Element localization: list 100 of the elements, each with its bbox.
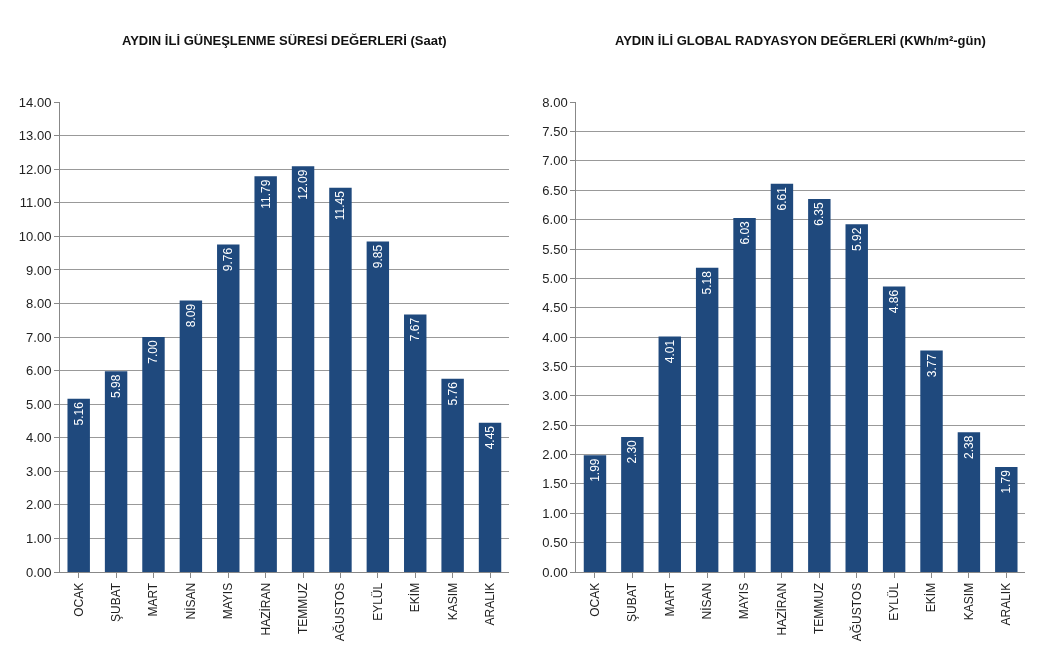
data-label: 1.99: [587, 458, 602, 482]
bar: [441, 378, 464, 572]
y-tick-label: 0.00: [542, 564, 568, 580]
y-tick-label: 6.00: [542, 212, 568, 228]
x-tick-label: EKİM: [408, 582, 423, 613]
bar: [254, 176, 277, 572]
x-tick-label: ARALIK: [482, 582, 497, 626]
data-label: 6.03: [737, 220, 752, 245]
chart-title: AYDIN İLİ GÜNEŞLENME SÜRESİ DEĞERLERİ (Saat): [122, 33, 447, 48]
data-label: 1.79: [999, 469, 1014, 494]
bar: [808, 199, 831, 572]
bar: [695, 267, 719, 572]
x-tick-label: EYLÜL: [887, 582, 902, 621]
bar: [404, 314, 427, 572]
data-label: 5.92: [849, 227, 864, 252]
y-tick-label: 8.00: [26, 296, 52, 312]
bar: [770, 183, 794, 572]
y-tick-label: 6.00: [26, 363, 52, 379]
data-label: 2.38: [961, 435, 976, 459]
data-label: 2.30: [625, 439, 640, 464]
y-tick-label: 11.00: [19, 195, 52, 211]
x-tick-label: HAZİRAN: [774, 582, 789, 636]
x-tick-label: ŞUBAT: [108, 582, 123, 622]
y-tick-label: 5.00: [26, 396, 52, 412]
x-tick-label: MAYIS: [221, 582, 236, 620]
y-tick-label: 5.50: [542, 241, 568, 257]
x-tick-label: ŞUBAT: [625, 582, 640, 622]
bar: [179, 300, 203, 572]
bar: [329, 187, 352, 572]
y-tick-label: 7.50: [542, 124, 568, 140]
x-tick-label: NİSAN: [183, 582, 198, 620]
bar: [142, 337, 165, 572]
bar: [67, 398, 90, 572]
x-tick-label: KASIM: [961, 582, 976, 621]
y-tick-label: 8.00: [542, 94, 568, 110]
data-label: 4.86: [887, 289, 902, 314]
x-tick-label: OCAK: [587, 582, 602, 617]
x-tick-label: NİSAN: [700, 582, 715, 620]
bar: [291, 166, 315, 572]
y-tick-label: 12.00: [18, 161, 52, 177]
bar: [920, 350, 943, 572]
data-label: 3.77: [924, 353, 939, 378]
data-label: 11.79: [258, 179, 273, 209]
y-tick-label: 1.00: [26, 530, 52, 546]
data-label: 4.01: [662, 339, 677, 364]
data-label: 5.98: [109, 374, 124, 399]
x-tick-label: KASIM: [445, 582, 460, 621]
bar: [658, 336, 681, 572]
data-label: 6.61: [774, 186, 789, 211]
x-tick-label: MART: [662, 582, 677, 617]
y-tick-label: 2.00: [542, 447, 568, 463]
bar: [366, 241, 390, 572]
bar: [882, 286, 906, 572]
y-tick-label: 0.00: [26, 564, 52, 580]
data-label: 6.35: [812, 202, 827, 226]
data-label: 9.85: [370, 244, 385, 269]
bar: [104, 371, 128, 572]
bar: [733, 217, 756, 572]
y-tick-label: 4.00: [26, 430, 52, 446]
y-tick-label: 3.50: [542, 359, 568, 375]
y-tick-label: 13.00: [18, 128, 52, 144]
x-tick-label: EYLÜL: [370, 582, 385, 621]
bar: [217, 244, 240, 572]
x-tick-label: ARALIK: [999, 582, 1014, 626]
data-label: 5.18: [700, 270, 715, 295]
y-tick-label: 2.50: [542, 417, 568, 433]
chart-title: AYDIN İLİ GLOBAL RADYASYON DEĞERLERİ (KWh/m²-gün): [615, 33, 986, 48]
y-tick-label: 14.00: [18, 94, 52, 110]
bar: [583, 455, 607, 572]
x-tick-label: MART: [146, 582, 161, 617]
y-tick-label: 6.50: [542, 182, 568, 198]
bar: [995, 466, 1018, 572]
y-tick-label: 9.00: [26, 262, 52, 278]
y-tick-label: 0.50: [542, 535, 568, 551]
y-tick-label: 3.00: [542, 388, 568, 404]
x-tick-label: OCAK: [71, 582, 86, 617]
data-label: 11.45: [333, 190, 348, 221]
x-tick-label: EKİM: [924, 582, 939, 613]
x-tick-label: AĞUSTOS: [848, 582, 864, 642]
y-tick-label: 2.00: [26, 497, 52, 513]
y-tick-label: 1.00: [542, 505, 568, 521]
x-tick-label: TEMMUZ: [295, 582, 310, 635]
data-label: 7.00: [146, 340, 161, 364]
bar: [957, 432, 981, 572]
bar: [845, 224, 868, 572]
x-tick-label: AĞUSTOS: [332, 582, 348, 642]
x-tick-label: HAZİRAN: [258, 582, 273, 636]
y-tick-label: 4.00: [542, 329, 568, 345]
y-tick-label: 4.50: [542, 300, 568, 316]
data-label: 5.16: [71, 401, 86, 426]
data-label: 8.09: [183, 303, 198, 328]
bar: [621, 436, 644, 572]
y-tick-label: 10.00: [18, 228, 52, 244]
x-tick-label: TEMMUZ: [812, 582, 827, 635]
y-tick-label: 5.00: [542, 270, 568, 286]
y-tick-label: 7.00: [26, 329, 52, 345]
data-label: 12.09: [296, 169, 311, 200]
data-label: 4.45: [483, 425, 498, 450]
x-tick-label: MAYIS: [737, 582, 752, 620]
y-tick-label: 3.00: [26, 463, 52, 479]
